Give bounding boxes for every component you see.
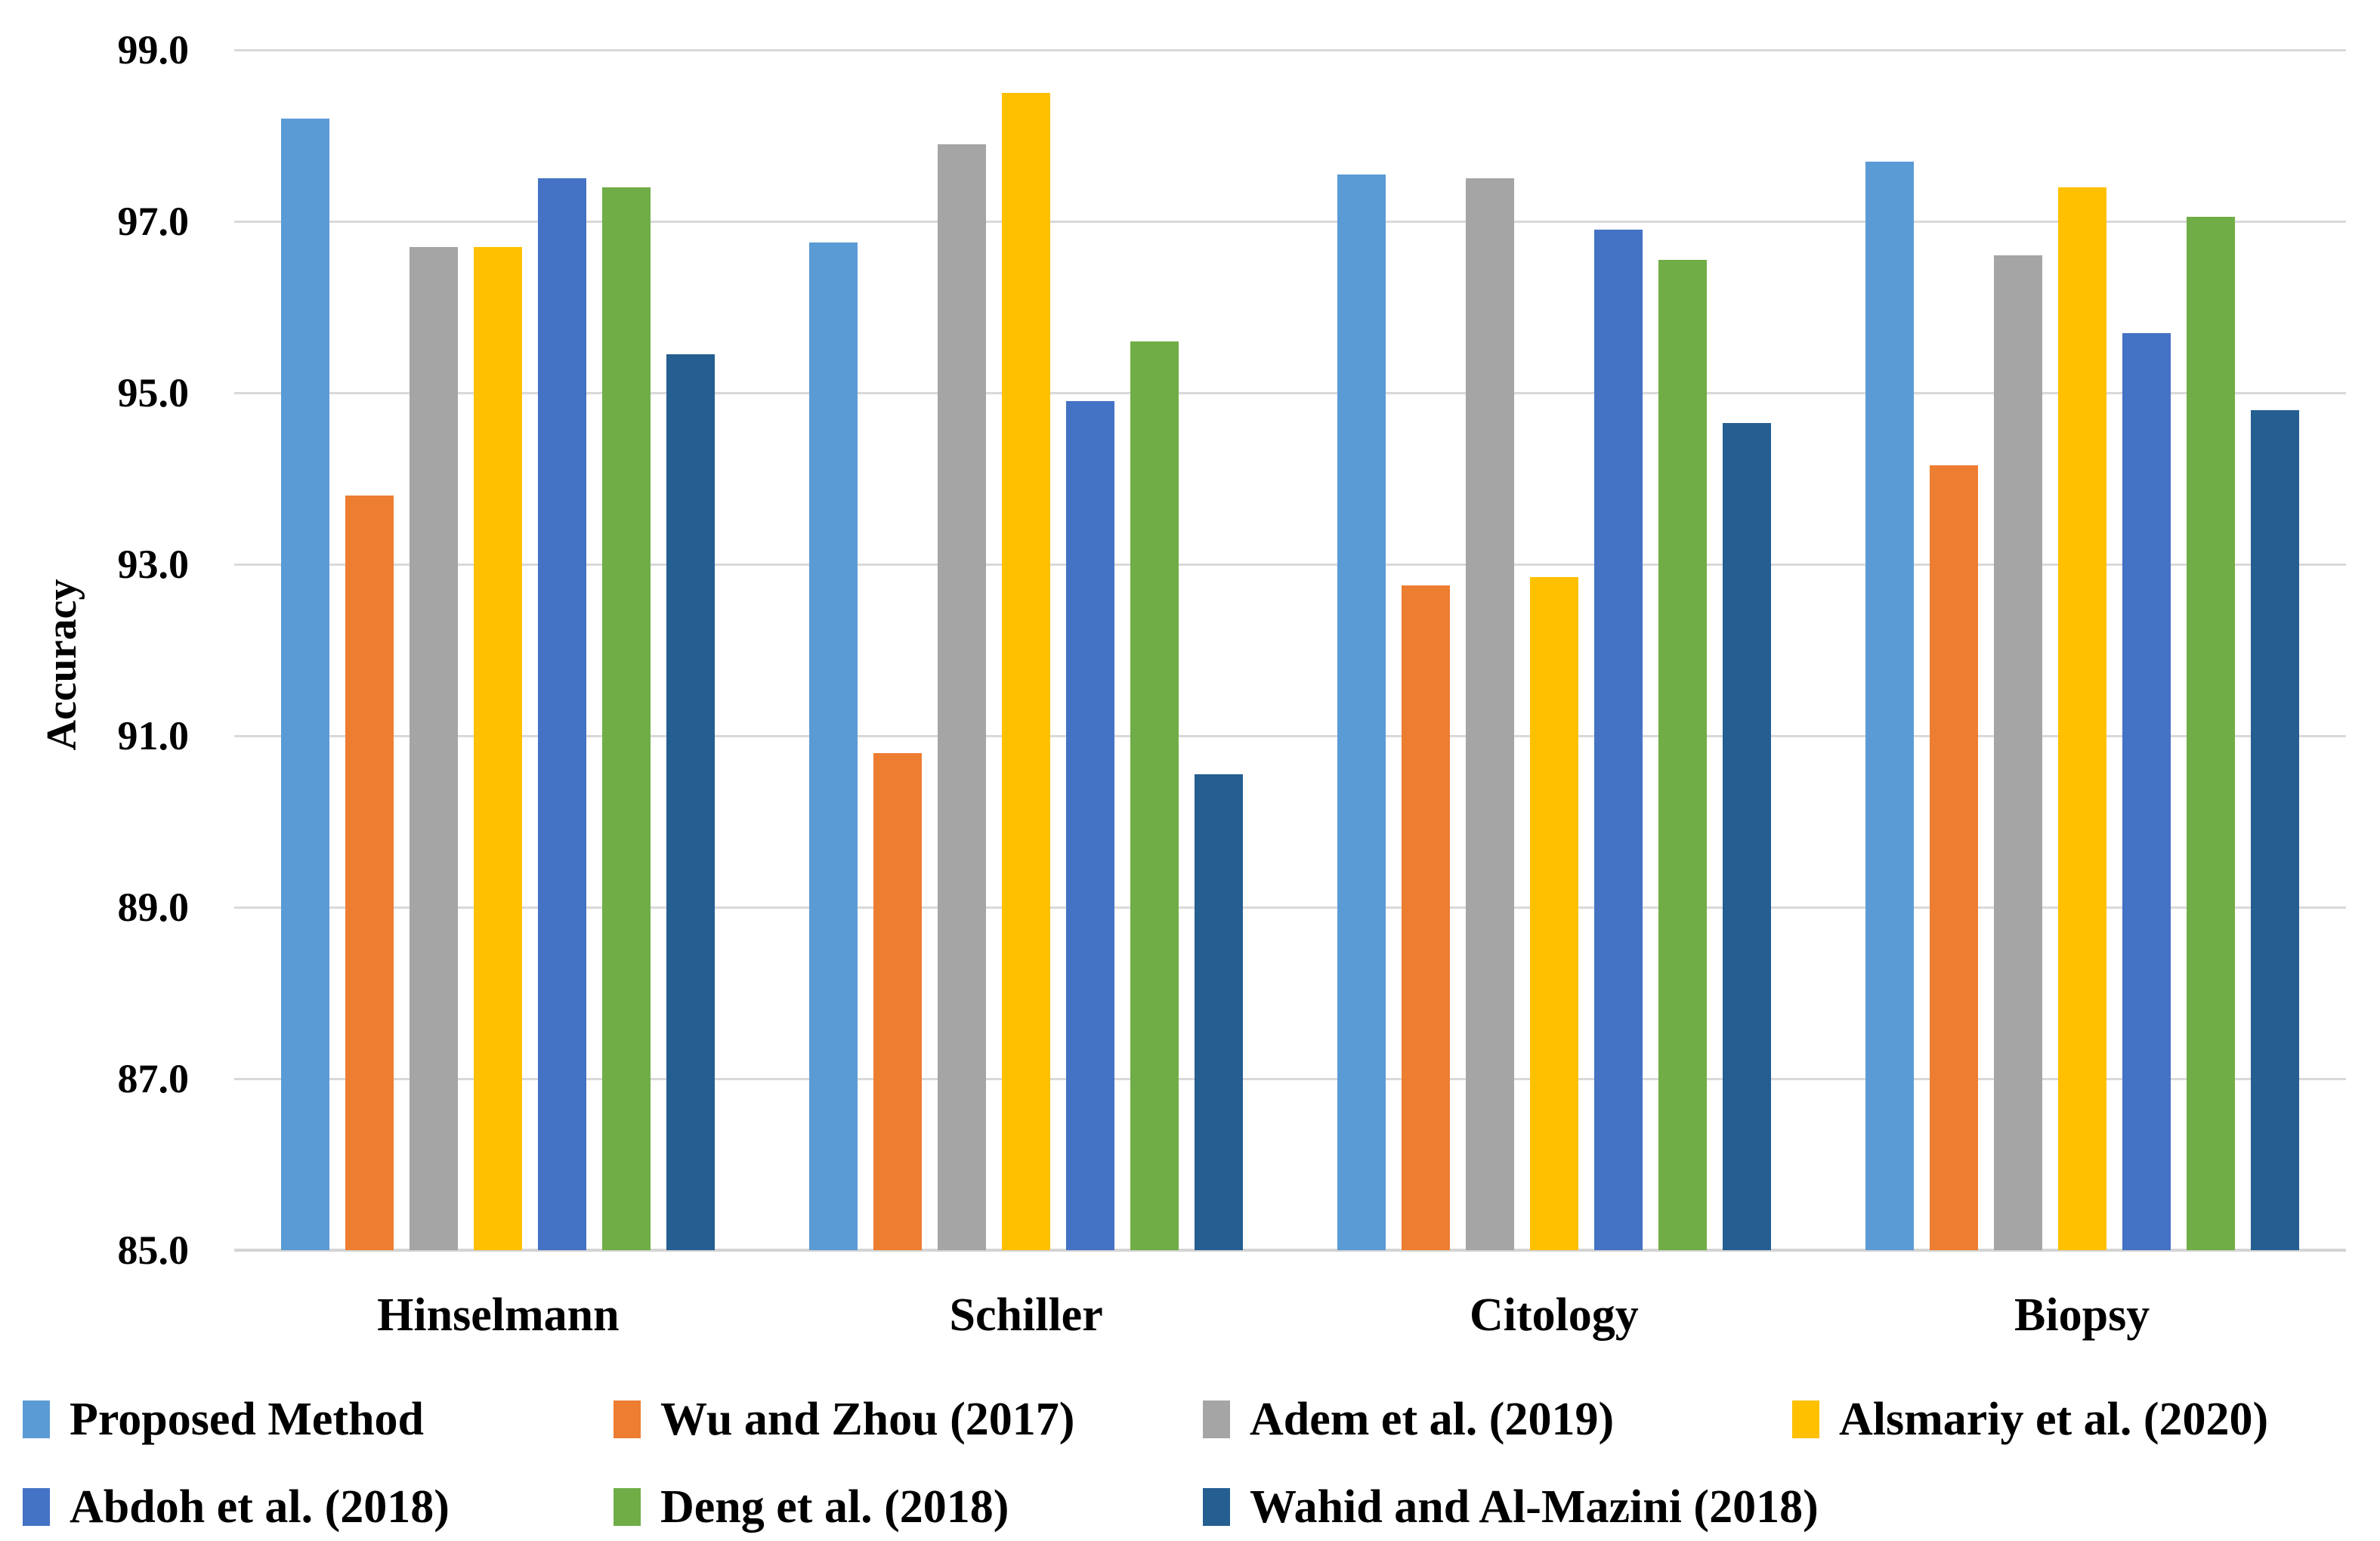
gridline-97 — [234, 221, 2346, 223]
y-tick-label-87: 87.0 — [117, 1056, 190, 1101]
bar-wu-and-zhou-2017-schiller — [873, 752, 923, 1250]
bar-deng-et-al-2018-citology — [1658, 260, 1707, 1250]
y-tick-label-95: 95.0 — [117, 370, 190, 415]
bar-wu-and-zhou-2017-biopsy — [1929, 465, 1978, 1250]
legend-item-abdoh-et-al-2018: Abdoh et al. (2018) — [23, 1476, 450, 1538]
legend-item-proposed-method: Proposed Method — [23, 1388, 424, 1450]
legend-label-abdoh-et-al-2018: Abdoh et al. (2018) — [70, 1481, 450, 1533]
bar-group-biopsy — [1818, 50, 2346, 1250]
legend-label-alsmariy-et-al-2020: Alsmariy et al. (2020) — [1839, 1394, 2269, 1445]
legend-label-adem-et-al-2019: Adem et al. (2019) — [1250, 1394, 1615, 1445]
bar-abdoh-et-al-2018-schiller — [1066, 401, 1115, 1250]
gridline-99 — [234, 49, 2346, 51]
gridline-95 — [234, 392, 2346, 394]
category-label-schiller: Schiller — [949, 1289, 1103, 1341]
legend-swatch-deng-et-al-2018 — [614, 1488, 641, 1526]
legend-label-proposed-method: Proposed Method — [70, 1394, 425, 1445]
legend-swatch-abdoh-et-al-2018 — [23, 1488, 50, 1526]
bar-wahid-and-al-mazini-2018-schiller — [1195, 774, 1244, 1250]
gridline-89 — [234, 906, 2346, 909]
bar-proposed-method-citology — [1337, 174, 1386, 1250]
y-tick-label-91: 91.0 — [117, 713, 190, 758]
bar-wu-and-zhou-2017-citology — [1401, 585, 1450, 1250]
legend-item-deng-et-al-2018: Deng et al. (2018) — [614, 1476, 1009, 1538]
gridline-87 — [234, 1078, 2346, 1081]
bar-wahid-and-al-mazini-2018-biopsy — [2250, 409, 2299, 1250]
legend-item-wahid-and-al-mazini-2018: Wahid and Al-Mazini (2018) — [1203, 1476, 1819, 1538]
bar-deng-et-al-2018-schiller — [1130, 341, 1179, 1250]
bar-adem-et-al-2019-biopsy — [1993, 255, 2042, 1250]
legend-label-deng-et-al-2018: Deng et al. (2018) — [660, 1481, 1009, 1533]
bar-abdoh-et-al-2018-citology — [1593, 230, 1643, 1250]
bar-proposed-method-biopsy — [1865, 161, 1914, 1250]
bar-deng-et-al-2018-biopsy — [2186, 217, 2235, 1250]
bar-wahid-and-al-mazini-2018-hinselmann — [666, 354, 716, 1250]
y-tick-label-97: 97.0 — [117, 199, 190, 244]
bar-alsmariy-et-al-2020-citology — [1529, 577, 1578, 1250]
y-tick-label-89: 89.0 — [117, 885, 190, 930]
legend-swatch-alsmariy-et-al-2020 — [1792, 1400, 1819, 1438]
legend-item-alsmariy-et-al-2020: Alsmariy et al. (2020) — [1792, 1388, 2268, 1450]
legend-swatch-wu-and-zhou-2017 — [614, 1400, 641, 1438]
bar-abdoh-et-al-2018-hinselmann — [538, 178, 587, 1250]
y-tick-label-85: 85.0 — [117, 1228, 190, 1273]
legend-label-wu-and-zhou-2017: Wu and Zhou (2017) — [660, 1394, 1075, 1445]
bar-alsmariy-et-al-2020-biopsy — [2057, 187, 2106, 1250]
bar-groups — [234, 50, 2346, 1250]
category-label-hinselmann: Hinselmann — [377, 1289, 620, 1341]
legend-row-1: Proposed Method Wu and Zhou (2017) Adem et… — [23, 1388, 2357, 1450]
bar-group-schiller — [762, 50, 1290, 1250]
legend: Proposed Method Wu and Zhou (2017) Adem et… — [23, 1388, 2357, 1541]
legend-item-wu-and-zhou-2017: Wu and Zhou (2017) — [614, 1388, 1074, 1450]
x-axis-line — [234, 1249, 2346, 1252]
bar-abdoh-et-al-2018-biopsy — [2122, 332, 2171, 1250]
bar-wu-and-zhou-2017-hinselmann — [345, 496, 394, 1250]
legend-label-wahid-and-al-mazini-2018: Wahid and Al-Mazini (2018) — [1250, 1481, 1819, 1533]
legend-swatch-proposed-method — [23, 1400, 50, 1438]
legend-item-adem-et-al-2019: Adem et al. (2019) — [1203, 1388, 1614, 1450]
legend-swatch-wahid-and-al-mazini-2018 — [1203, 1488, 1230, 1526]
bar-deng-et-al-2018-hinselmann — [602, 187, 651, 1250]
bar-adem-et-al-2019-schiller — [938, 144, 987, 1250]
legend-swatch-adem-et-al-2019 — [1203, 1400, 1230, 1438]
y-tick-label-99: 99.0 — [117, 27, 190, 73]
bar-group-hinselmann — [234, 50, 762, 1250]
bar-adem-et-al-2019-hinselmann — [410, 247, 459, 1250]
bar-wahid-and-al-mazini-2018-citology — [1722, 422, 1771, 1250]
bar-group-citology — [1290, 50, 1819, 1250]
bar-adem-et-al-2019-citology — [1465, 178, 1514, 1250]
y-tick-label-93: 93.0 — [117, 542, 190, 587]
category-label-citology: Citology — [1469, 1289, 1639, 1341]
category-label-biopsy: Biopsy — [2014, 1289, 2150, 1341]
x-axis-category-labels: Hinselmann Schiller Citology Biopsy — [234, 1289, 2346, 1342]
bar-proposed-method-schiller — [809, 242, 858, 1250]
bar-alsmariy-et-al-2020-schiller — [1002, 92, 1051, 1250]
y-axis-tick-labels: 99.0 97.0 95.0 93.0 91.0 89.0 87.0 85.0 — [0, 29, 190, 1271]
legend-row-2: Abdoh et al. (2018) Deng et al. (2018) Wah… — [23, 1476, 2357, 1538]
bar-proposed-method-hinselmann — [281, 118, 330, 1250]
bar-alsmariy-et-al-2020-hinselmann — [474, 247, 523, 1250]
plot-area — [234, 49, 2346, 1252]
gridline-91 — [234, 735, 2346, 737]
gridline-93 — [234, 564, 2346, 567]
